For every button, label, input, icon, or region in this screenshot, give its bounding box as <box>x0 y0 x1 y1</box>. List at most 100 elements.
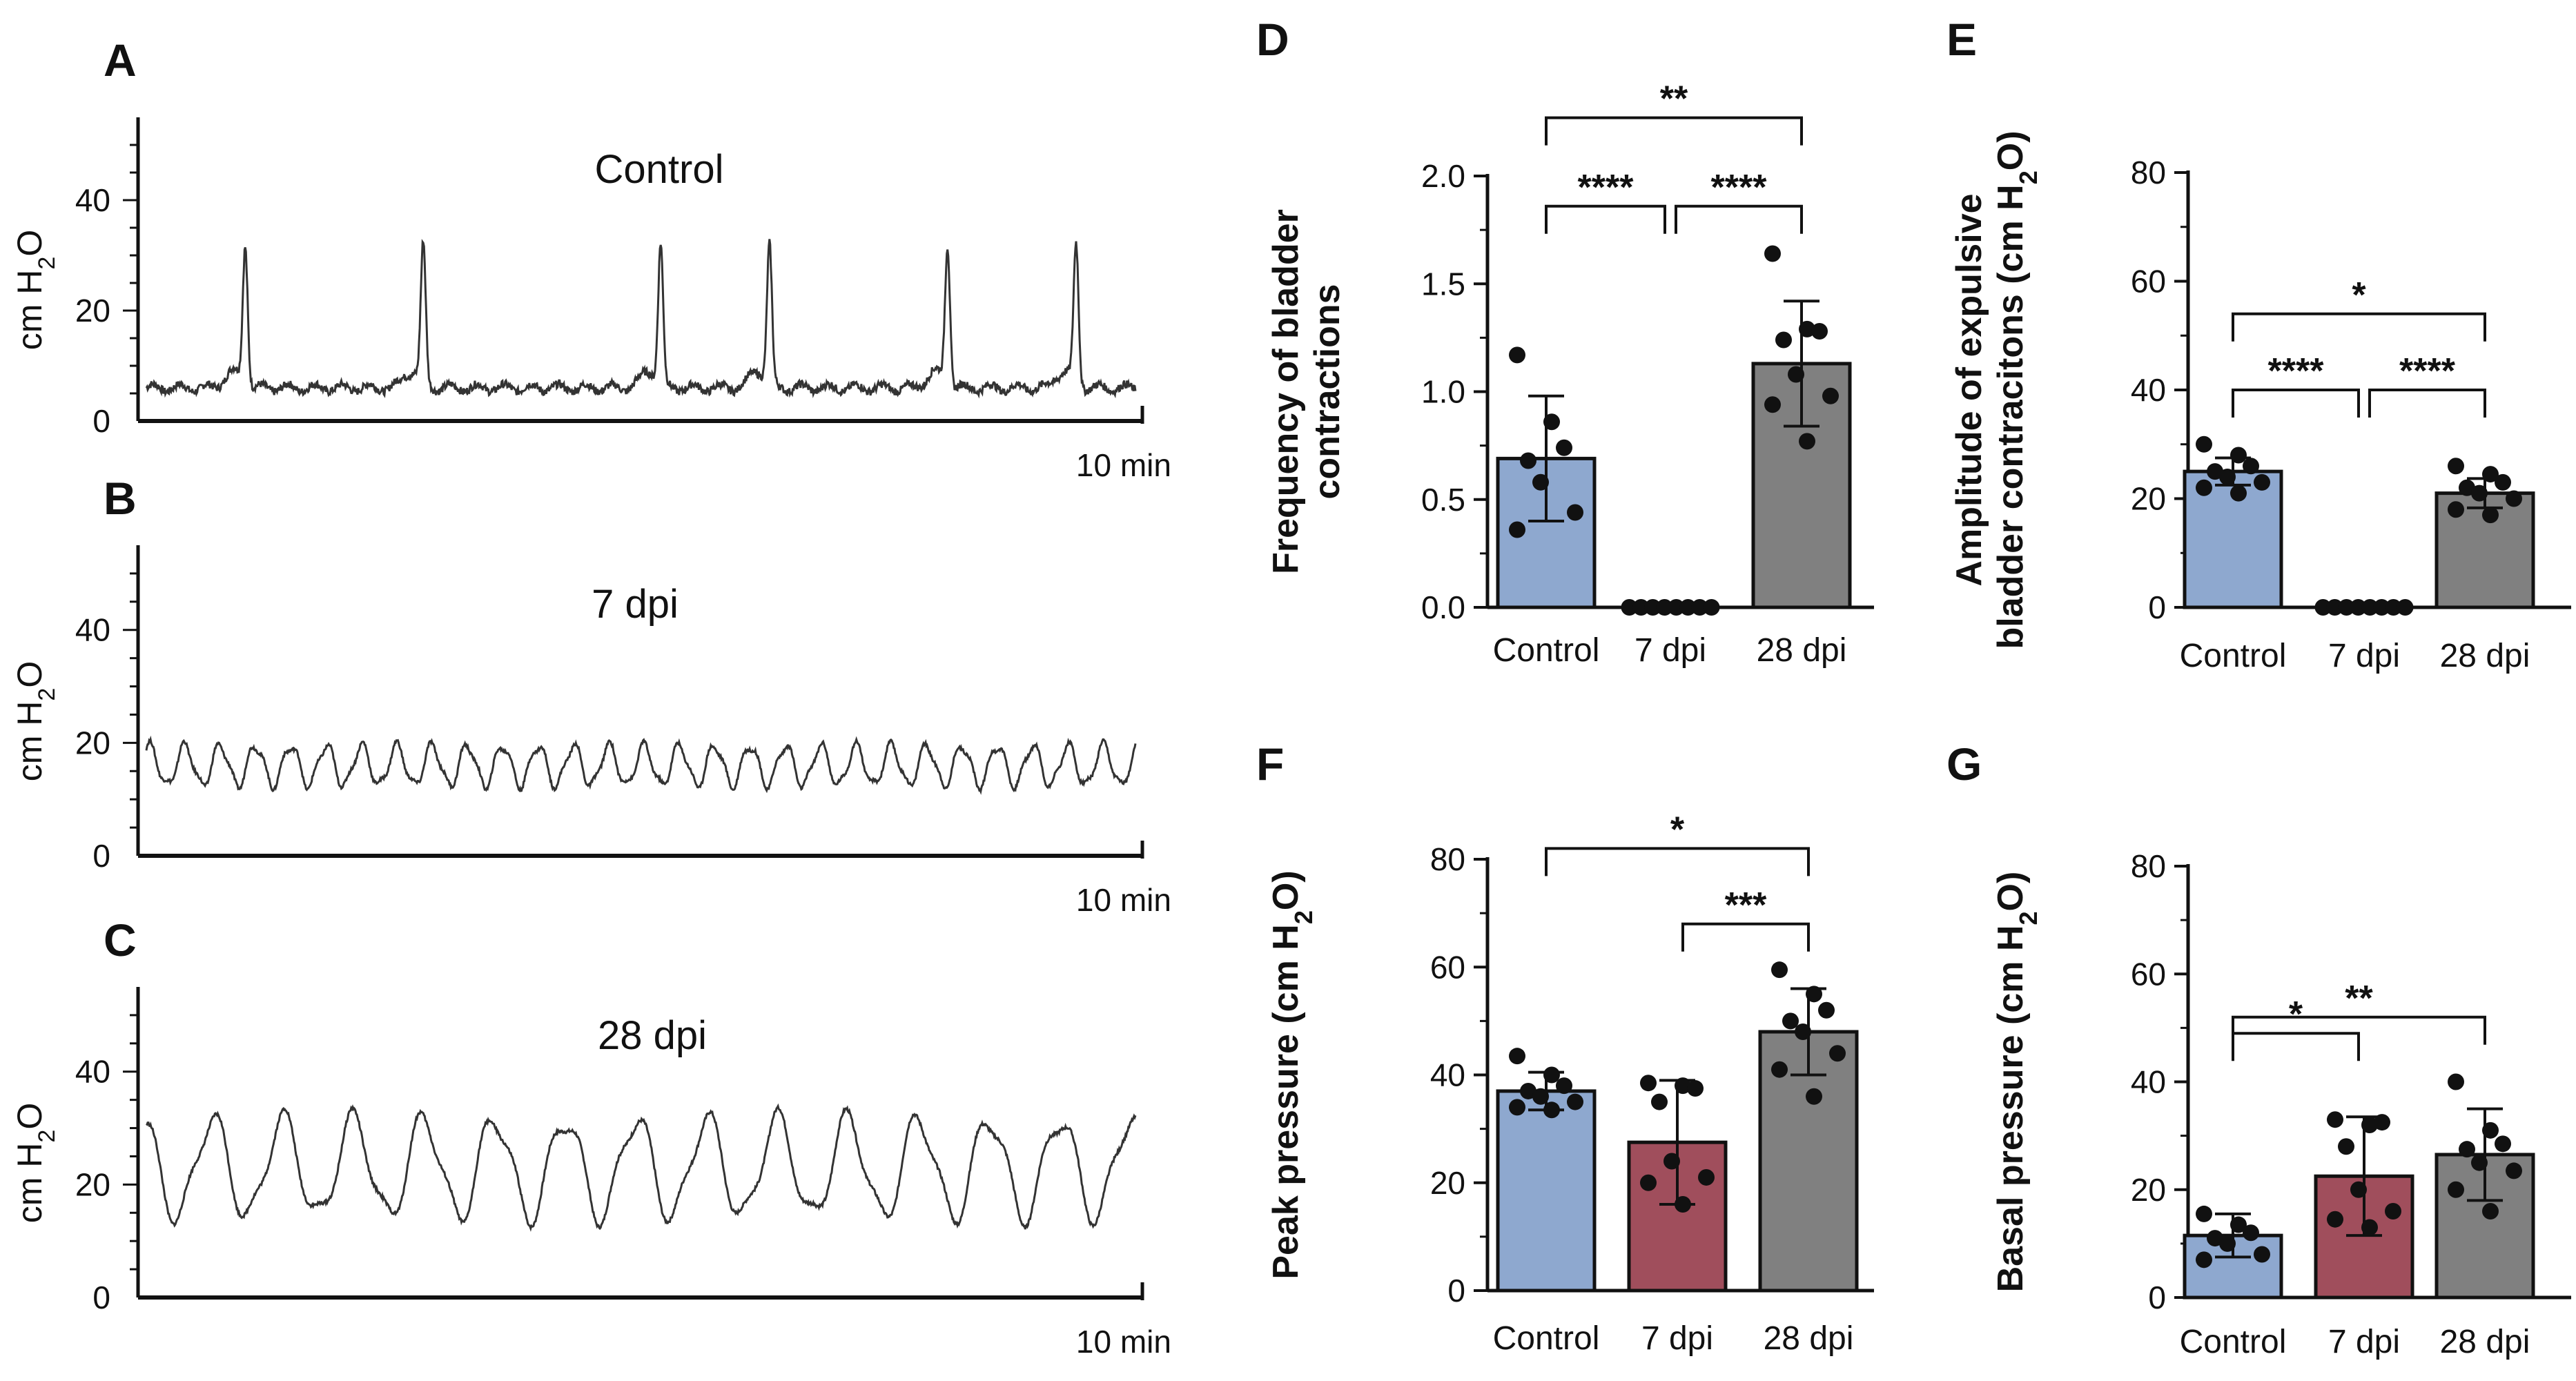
data-point <box>2506 490 2522 507</box>
y-axis-title: bladder contracitons (cm H2O) <box>1991 130 2042 649</box>
panel-letter: E <box>1946 14 1977 65</box>
data-point <box>2254 473 2270 491</box>
data-point <box>2243 1224 2259 1242</box>
category-label: Control <box>1493 632 1600 669</box>
data-point <box>2207 1230 2223 1247</box>
pressure-trace <box>146 1103 1137 1232</box>
panel-letter: F <box>1256 738 1284 790</box>
y-tick-label: 80 <box>2131 155 2166 190</box>
significance-label: * <box>2289 995 2303 1035</box>
data-point <box>1822 387 1839 404</box>
data-point <box>1567 1093 1583 1110</box>
category-label: 28 dpi <box>1764 1320 1854 1357</box>
panel-letter: G <box>1946 738 1982 790</box>
time-scale-label: 10 min <box>1076 1324 1171 1360</box>
data-point <box>2495 473 2511 491</box>
data-point <box>1668 599 1685 616</box>
trace-title: 7 dpi <box>592 582 679 627</box>
y-tick-label: 0 <box>2148 1280 2166 1315</box>
data-point <box>1543 413 1560 431</box>
data-point <box>1698 1168 1715 1186</box>
data-point <box>2230 447 2247 464</box>
y-tick-label: 2.0 <box>1421 158 1465 194</box>
data-point <box>2385 1203 2401 1220</box>
data-point <box>1818 1001 1835 1019</box>
significance-bracket <box>2368 389 2486 418</box>
data-point <box>2482 1122 2499 1139</box>
panel-b: B 7 dpi 10 min 0 20 40 cm H2O <box>10 473 1171 918</box>
data-point <box>1788 366 1804 383</box>
data-point <box>1687 1080 1704 1097</box>
y-axis-title: Amplitude of expulsive <box>1949 193 1989 586</box>
data-point <box>2482 466 2499 483</box>
category-label: 28 dpi <box>2440 638 2530 674</box>
data-point <box>2385 599 2402 616</box>
time-scale-label: 10 min <box>1076 882 1171 918</box>
category-label: 28 dpi <box>1757 632 1847 669</box>
data-point <box>1675 1077 1691 1095</box>
data-point <box>2230 1216 2247 1233</box>
y-tick-label: 0 <box>2148 589 2166 625</box>
data-point <box>2207 463 2223 480</box>
significance-label: **** <box>2268 351 2325 391</box>
data-point <box>2196 1205 2212 1222</box>
data-point <box>2471 484 2488 502</box>
data-point <box>2196 479 2212 496</box>
data-point <box>1675 1196 1691 1213</box>
data-point <box>2448 501 2464 518</box>
data-point <box>1651 1093 1668 1110</box>
panel-letter: D <box>1256 14 1289 65</box>
category-label: 7 dpi <box>2328 1324 2400 1360</box>
y-tick-label: 0 <box>92 838 110 874</box>
data-point <box>2338 599 2355 616</box>
data-point <box>1632 599 1650 616</box>
significance-label: * <box>2352 275 2366 315</box>
data-point <box>1640 1075 1657 1092</box>
significance-bracket <box>1545 116 1803 146</box>
data-point <box>1806 986 1822 1003</box>
data-point <box>1656 599 1673 616</box>
data-point <box>1764 245 1781 262</box>
category-label: 7 dpi <box>2328 638 2400 674</box>
data-point <box>2230 484 2247 502</box>
data-point <box>1775 331 1792 349</box>
y-tick-label: 1.0 <box>1421 374 1465 410</box>
category-label: Control <box>1493 1320 1600 1357</box>
data-point <box>2506 1162 2522 1179</box>
y-tick-label: 0 <box>92 403 110 439</box>
data-point <box>2459 479 2475 496</box>
y-tick-label: 20 <box>2131 481 2166 517</box>
y-tick-label: 60 <box>2131 264 2166 300</box>
data-point <box>1621 599 1638 616</box>
data-point <box>2361 1219 2378 1236</box>
y-tick-label: 0 <box>92 1280 110 1315</box>
data-point <box>2448 1073 2464 1090</box>
data-point <box>1644 599 1661 616</box>
data-point <box>2448 1181 2464 1198</box>
data-point <box>2361 1117 2378 1133</box>
y-tick-label: 0.5 <box>1421 482 1465 518</box>
significance-bracket <box>1545 847 1810 876</box>
y-axis-title: Frequency of bladder <box>1266 209 1306 574</box>
category-label: 7 dpi <box>1635 632 1706 669</box>
significance-bracket <box>2232 1032 2360 1061</box>
data-point <box>1703 599 1720 616</box>
trace-title: Control <box>595 147 724 192</box>
data-point <box>1806 1088 1822 1105</box>
data-point <box>2327 1211 2343 1228</box>
data-point <box>2350 599 2367 616</box>
significance-bracket <box>1675 204 1803 234</box>
data-point <box>2314 599 2332 616</box>
y-tick-label: 40 <box>2131 1064 2166 1100</box>
data-point <box>1509 1048 1525 1065</box>
data-point <box>2327 1111 2343 1128</box>
significance-label: ** <box>1660 79 1688 119</box>
data-point <box>2397 599 2414 616</box>
significance-bracket <box>2232 312 2486 342</box>
pressure-trace <box>145 239 1137 399</box>
y-tick-label: 20 <box>75 725 110 761</box>
y-tick-label: 1.5 <box>1421 266 1465 302</box>
data-point <box>1771 961 1788 979</box>
data-point <box>2338 1138 2354 1155</box>
